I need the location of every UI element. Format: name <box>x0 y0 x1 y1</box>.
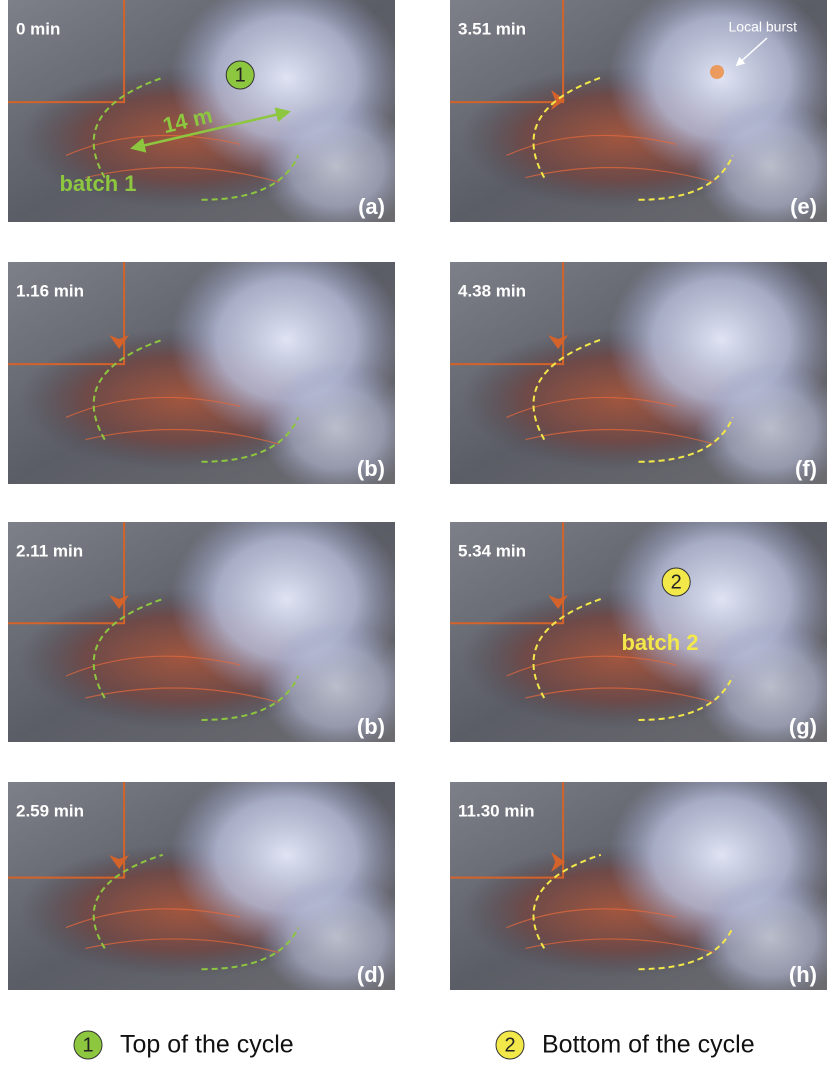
time-label: 2.59 min <box>16 801 84 820</box>
photo-panel: 2.11 min (b) <box>8 500 414 753</box>
figure: 0 min(a)114 mbatch 11.16 min(b)2.11 min(… <box>0 0 827 1072</box>
panel-label: (e) <box>790 194 817 219</box>
batch-label: batch 1 <box>59 171 136 196</box>
smoke <box>260 621 415 753</box>
smoke <box>260 876 415 1001</box>
photo <box>450 240 827 495</box>
photo-panel: 5.34 min (g) 2 batch 2 <box>450 500 827 753</box>
panel-label: (b) <box>357 456 385 481</box>
panel-label: (g) <box>789 714 817 739</box>
legend-marker-number: 2 <box>504 1034 515 1056</box>
note-label: Local burst <box>729 19 798 35</box>
time-label: 1.16 min <box>16 281 84 300</box>
cycle-marker-number: 1 <box>235 64 246 86</box>
photo <box>8 240 414 495</box>
time-label: 0 min <box>16 19 60 38</box>
time-label: 2.11 min <box>16 541 83 560</box>
photo-panel: 4.38 min (f) <box>450 240 827 495</box>
panel-label: (h) <box>789 962 817 987</box>
photo <box>8 500 414 753</box>
legend-marker-number: 1 <box>82 1034 93 1056</box>
photo-panel: 2.59 min (d) <box>8 761 414 1000</box>
smoke <box>260 362 415 495</box>
time-label: 4.38 min <box>458 281 526 300</box>
burst <box>710 65 724 79</box>
legend-text: Bottom of the cycle <box>542 1031 755 1059</box>
smoke <box>260 100 415 233</box>
photo <box>8 761 414 1000</box>
panel-label: (b) <box>357 714 385 739</box>
time-label: 11.30 min <box>458 801 535 820</box>
photo-panel: 3.51 min (e) Local burst <box>450 0 827 233</box>
panel-label: (d) <box>357 962 385 987</box>
legend-text: Top of the cycle <box>120 1031 294 1059</box>
photo-panel: 1.16 min (b) <box>8 240 414 495</box>
time-label: 5.34 min <box>458 541 526 560</box>
batch-label: batch 2 <box>621 630 698 655</box>
panel-label: (f) <box>795 456 817 481</box>
photo <box>450 761 827 1000</box>
photo-panel: 11.30 min (h) <box>450 761 827 1000</box>
panel-label: (a) <box>358 194 385 219</box>
cycle-marker-number: 2 <box>671 571 682 593</box>
photo <box>450 500 827 753</box>
time-label: 3.51 min <box>458 19 526 38</box>
